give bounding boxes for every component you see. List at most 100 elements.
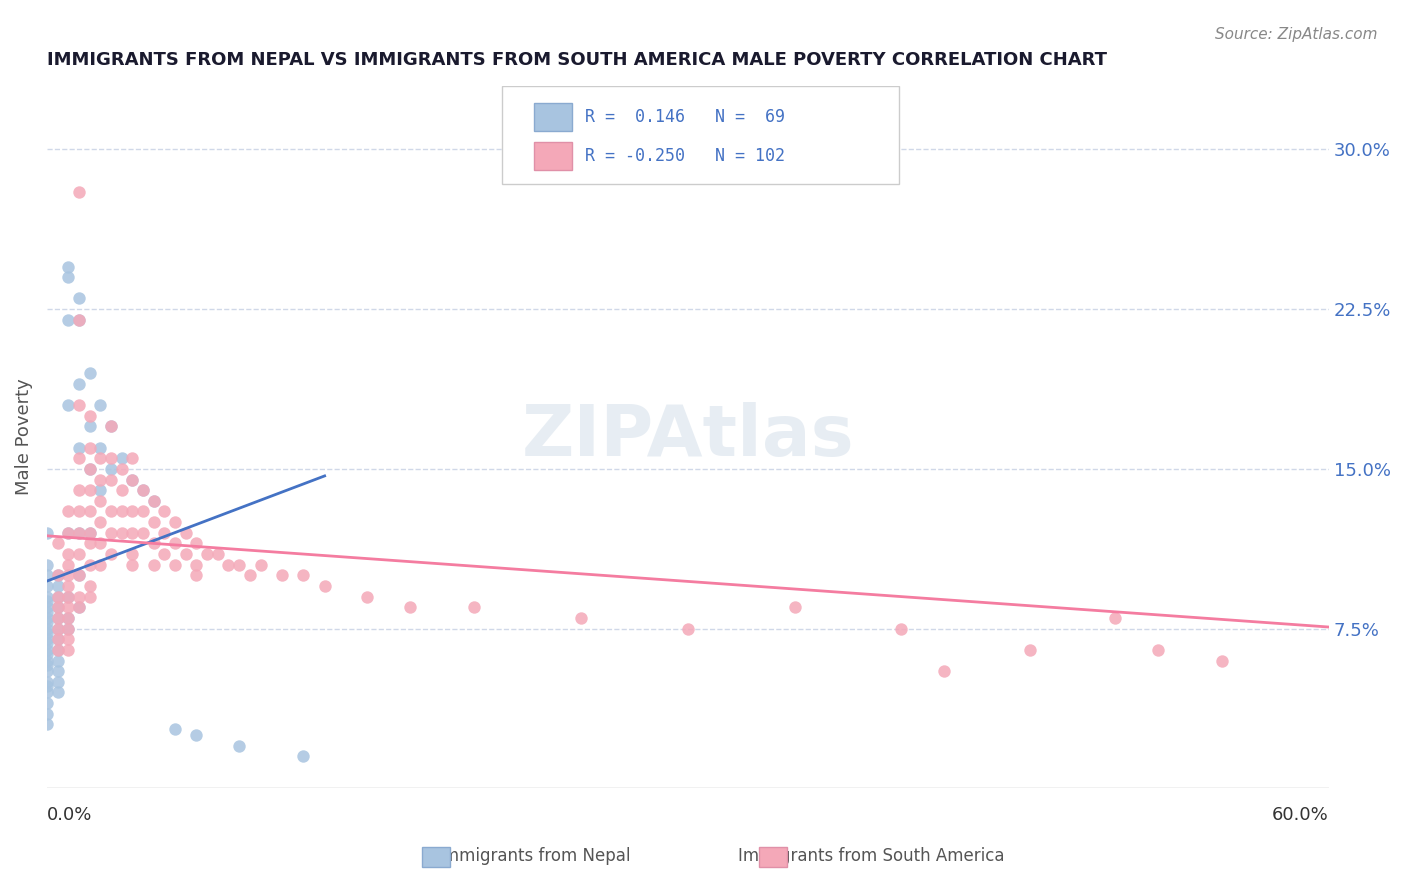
Point xyxy=(165,536,187,550)
Point xyxy=(218,558,240,572)
Text: 60.0%: 60.0% xyxy=(1272,805,1329,824)
Point xyxy=(35,643,58,657)
Bar xyxy=(534,103,572,131)
Point xyxy=(292,568,315,582)
Point xyxy=(46,568,69,582)
Point xyxy=(153,525,176,540)
Point xyxy=(35,632,58,647)
Point xyxy=(35,685,58,699)
Point xyxy=(569,611,592,625)
Point xyxy=(463,600,485,615)
Point xyxy=(121,525,143,540)
Y-axis label: Male Poverty: Male Poverty xyxy=(15,378,32,495)
Point xyxy=(89,473,111,487)
Point xyxy=(132,504,155,518)
Point xyxy=(890,622,912,636)
Point xyxy=(676,622,699,636)
Point xyxy=(67,483,90,497)
Point xyxy=(35,525,58,540)
Point xyxy=(35,657,58,672)
Point xyxy=(67,185,90,199)
Point xyxy=(67,525,90,540)
Point xyxy=(67,398,90,412)
Point xyxy=(270,568,292,582)
Point xyxy=(121,558,143,572)
Point xyxy=(67,504,90,518)
Point xyxy=(174,547,197,561)
Point xyxy=(58,270,80,285)
Point xyxy=(207,547,229,561)
Point xyxy=(186,536,208,550)
Point xyxy=(153,547,176,561)
Point xyxy=(121,451,143,466)
Point xyxy=(35,674,58,689)
Point xyxy=(100,419,122,434)
Point xyxy=(46,664,69,678)
Point xyxy=(35,558,58,572)
Point xyxy=(228,739,250,753)
Point xyxy=(67,590,90,604)
Point xyxy=(79,536,101,550)
Point xyxy=(46,568,69,582)
Point xyxy=(35,654,58,668)
Point xyxy=(121,473,143,487)
Point xyxy=(58,558,80,572)
Point xyxy=(89,483,111,497)
Point xyxy=(58,600,80,615)
Point xyxy=(35,696,58,710)
Text: Immigrants from South America: Immigrants from South America xyxy=(738,847,1005,865)
Point xyxy=(35,622,58,636)
Point xyxy=(67,547,90,561)
Point xyxy=(79,525,101,540)
Point xyxy=(79,579,101,593)
Point xyxy=(174,525,197,540)
Point xyxy=(46,654,69,668)
Point xyxy=(100,419,122,434)
Text: R = -0.250   N = 102: R = -0.250 N = 102 xyxy=(585,147,786,165)
Point xyxy=(142,493,165,508)
Point xyxy=(1147,643,1170,657)
Point xyxy=(111,462,134,476)
Point xyxy=(58,504,80,518)
Point xyxy=(89,558,111,572)
Point xyxy=(35,579,58,593)
Point xyxy=(100,504,122,518)
Point xyxy=(35,647,58,661)
Point xyxy=(79,462,101,476)
Point xyxy=(79,483,101,497)
Text: 0.0%: 0.0% xyxy=(46,805,93,824)
Point xyxy=(79,462,101,476)
Point xyxy=(89,536,111,550)
Point xyxy=(58,568,80,582)
Point xyxy=(46,536,69,550)
Point xyxy=(165,558,187,572)
Point xyxy=(79,366,101,380)
Point xyxy=(46,590,69,604)
Point xyxy=(142,493,165,508)
Point xyxy=(58,611,80,625)
Point xyxy=(132,483,155,497)
Point xyxy=(1104,611,1126,625)
Point xyxy=(35,664,58,678)
Point xyxy=(58,579,80,593)
Point xyxy=(35,679,58,693)
Point xyxy=(46,632,69,647)
Point xyxy=(239,568,262,582)
Point xyxy=(58,622,80,636)
Point xyxy=(46,611,69,625)
Point xyxy=(67,568,90,582)
Point xyxy=(100,451,122,466)
Point xyxy=(195,547,218,561)
Point xyxy=(100,547,122,561)
Point xyxy=(111,525,134,540)
Text: IMMIGRANTS FROM NEPAL VS IMMIGRANTS FROM SOUTH AMERICA MALE POVERTY CORRELATION : IMMIGRANTS FROM NEPAL VS IMMIGRANTS FROM… xyxy=(46,51,1107,69)
Point xyxy=(79,558,101,572)
Point xyxy=(89,398,111,412)
Point xyxy=(100,462,122,476)
Point xyxy=(67,600,90,615)
Point xyxy=(35,600,58,615)
Point xyxy=(67,525,90,540)
Point xyxy=(186,558,208,572)
Point xyxy=(67,312,90,326)
Point xyxy=(46,643,69,657)
